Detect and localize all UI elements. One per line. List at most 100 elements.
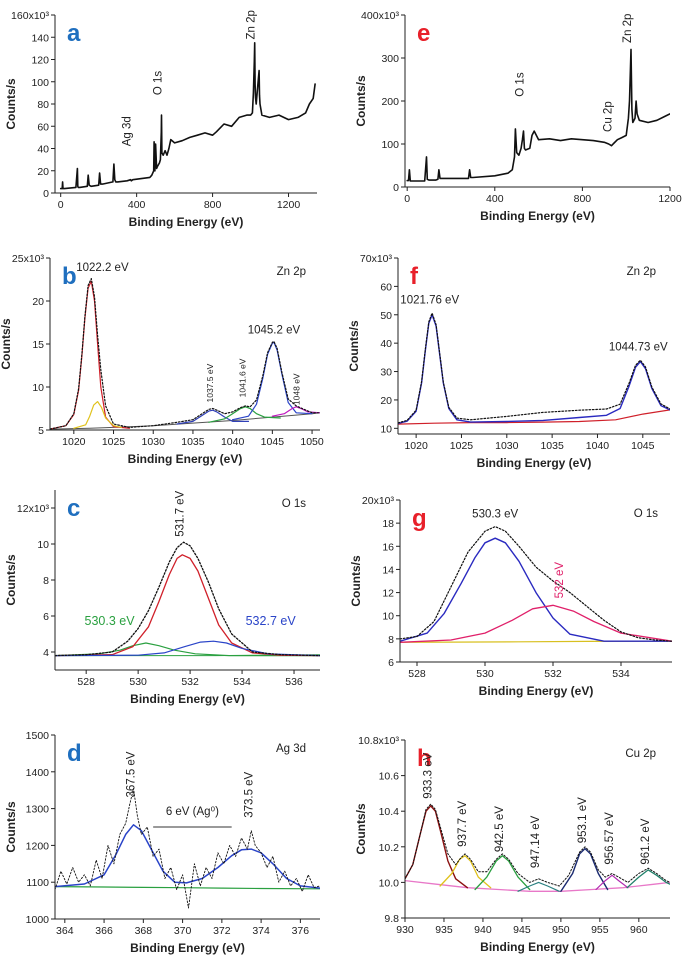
x-tick-label: 366 [95,925,113,937]
x-tick-label: 370 [174,925,192,937]
y-tick-label: 0 [393,182,399,194]
y-tick-label: 300 [381,53,399,65]
y-tick-label: 20 [37,166,49,178]
y-tick-label: 8 [388,634,394,646]
y-tick-label: 9.8 [384,913,399,925]
x-tick-label: 528 [408,668,426,680]
peak-label: 532.7 eV [246,614,297,628]
x-tick-label: 400 [128,199,146,211]
y-tick-label: 0 [43,188,49,200]
y-tick-label: 8 [43,575,49,587]
x-tick-label: 530 [129,676,147,688]
peak-label: 531.7 eV [175,490,187,536]
x-tick-label: 950 [552,924,570,936]
x-tick-label: 1030 [142,436,166,448]
y-tick-label: 20 [380,395,392,407]
y-tick-label: 50 [380,310,392,322]
y-tick-label: 120 [31,55,49,67]
peak-label: 961.2 eV [640,818,652,864]
series-953-1-component [560,847,609,892]
y-tick-label: 10.2 [379,842,400,854]
series-zn-2p3-2-satellite [73,401,123,429]
series-zn-2p3-2-main [50,280,130,430]
x-tick-label: 528 [77,676,95,688]
y-tick-label: 6 [388,657,394,669]
peak-label: 937.7 eV [457,800,469,846]
y-tick-label: 200 [381,96,399,108]
peak-label: 1022.2 eV [76,262,129,274]
x-tick-label: 534 [612,668,630,680]
peak-label: Ag 3d [122,116,134,146]
x-tick-label: 1040 [586,440,610,452]
y-tick-label: 60 [380,281,392,293]
series-measured [398,312,670,424]
y-tick-label: 10.8x10³ [358,735,399,747]
peak-label: 1045.2 eV [248,325,301,337]
series-zn-2p1-2-main [232,341,313,421]
x-tick-label: 0 [404,193,410,205]
peak-label: 942.5 eV [494,806,506,852]
y-tick-label: 25x10³ [12,253,45,265]
series-measured [405,803,670,887]
x-axis-label: Binding Energy (eV) [128,452,243,466]
peak-label: 953.1 eV [577,797,589,843]
y-tick-label: 18 [382,518,394,530]
y-tick-label: 10 [382,611,394,623]
peak-label: O 1s [514,72,526,97]
series-measured [50,278,320,430]
x-tick-label: 955 [591,924,609,936]
series-group [55,787,320,909]
series-measured [55,541,320,657]
y-tick-label: 40 [380,338,392,350]
y-tick-label: 30 [380,367,392,379]
x-tick-label: 1025 [102,436,126,448]
x-tick-label: 536 [285,676,303,688]
y-axis-label: Counts/s [0,318,13,370]
y-axis-label: Counts/s [4,554,18,606]
y-tick-label: 12 [382,588,394,600]
x-tick-label: 1200 [658,193,682,205]
series-zn-2p1-2-1048 [271,406,320,417]
series-947-14-component [517,881,560,892]
series-background [405,879,670,892]
y-tick-label: 16 [382,541,394,553]
element-label: Zn 2p [277,266,306,278]
panel-g: 528 530 532 534 6 8 10 12 14 16 18 20x10³ Binding En… [349,495,672,698]
y-tick-label: 40 [37,144,49,156]
peak-label: 367.5 eV [126,751,138,797]
panel-letter: f [410,263,419,290]
x-tick-label: 532 [544,668,562,680]
y-tick-label: 80 [37,99,49,111]
x-tick-label: 1200 [277,199,301,211]
series-group [400,525,672,643]
x-tick-label: 930 [396,924,414,936]
x-axis-label: Binding Energy (eV) [479,684,594,698]
series-532-7-component [55,640,320,657]
panel-letter: a [67,20,81,47]
peak-label: 532 eV [554,562,566,599]
x-tick-label: 532 [181,676,199,688]
y-tick-label: 10.6 [379,771,400,783]
element-label: Cu 2p [625,748,656,760]
x-tick-label: 534 [233,676,251,688]
y-axis-label: Counts/s [354,75,368,127]
y-tick-label: 100 [381,139,399,151]
y-tick-label: 1100 [26,877,49,889]
y-axis-label: Counts/s [354,803,368,855]
x-tick-label: 0 [58,199,64,211]
peak-label: 6 eV (Ag⁰) [166,806,219,818]
peak-label: 1041.6 eV [237,358,247,397]
x-tick-label: 1045 [261,436,285,448]
y-tick-label: 15 [32,339,44,351]
y-tick-label: 5 [38,425,44,437]
x-axis-label: Binding Energy (eV) [130,941,245,955]
peak-label: 530.3 eV [472,508,518,520]
y-tick-label: 10.0 [379,877,400,889]
x-axis-label: Binding Energy (eV) [477,456,592,470]
series-background [50,412,320,430]
x-tick-label: 1020 [62,436,86,448]
y-axis-label: Counts/s [347,320,361,372]
series-fit [55,824,320,889]
y-tick-label: 1400 [26,767,50,779]
series-zn-2p1-2-1041-6 [208,406,281,423]
